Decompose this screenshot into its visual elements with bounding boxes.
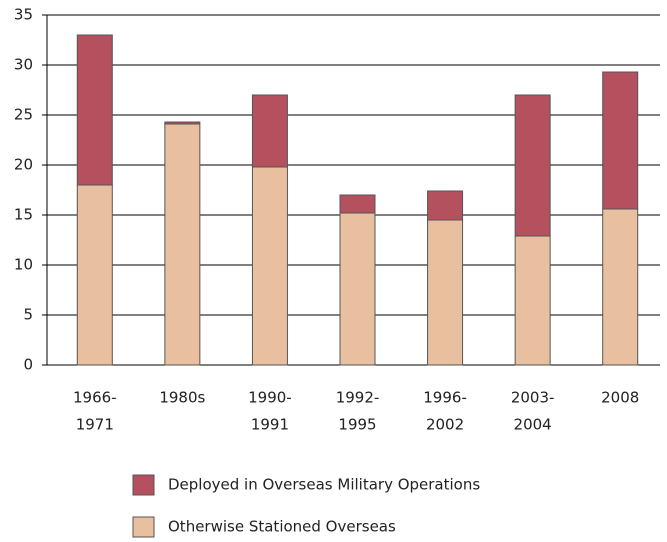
- bar-segment: [339, 212, 376, 366]
- legend-swatch: [132, 474, 155, 496]
- y-tick-label: 5: [23, 306, 33, 324]
- x-tick-label: 1996-: [423, 389, 467, 407]
- y-tick-label: 20: [14, 156, 33, 174]
- x-tick-label: 1992-: [336, 389, 380, 407]
- x-tick-label: 2004: [514, 416, 552, 434]
- x-tick-label: 2003-: [511, 389, 555, 407]
- bar-segment: [602, 71, 639, 210]
- legend-label: Deployed in Overseas Military Operations: [168, 476, 480, 494]
- y-tick-label: 30: [14, 56, 33, 74]
- bar-segment: [164, 123, 201, 366]
- bar-segment: [427, 219, 464, 366]
- y-tick-label: 25: [14, 106, 33, 124]
- bar-segment: [76, 34, 113, 186]
- x-tick-label: 1971: [76, 416, 114, 434]
- bar-segment: [514, 94, 551, 237]
- bar-segment: [339, 194, 376, 214]
- x-tick-label: 1995: [338, 416, 376, 434]
- legend-swatch: [132, 516, 155, 538]
- bar-segment: [251, 94, 288, 168]
- x-tick-label: 1980s: [159, 389, 205, 407]
- y-tick-label: 15: [14, 206, 33, 224]
- x-tick-label: 1966-: [73, 389, 117, 407]
- x-tick-label: 2002: [426, 416, 464, 434]
- x-tick-label: 2008: [601, 389, 639, 407]
- bar-segment: [251, 166, 288, 366]
- bar-segment: [76, 184, 113, 366]
- bar-segment: [602, 208, 639, 366]
- bar-segment: [427, 190, 464, 221]
- x-tick-label: 1990-: [248, 389, 292, 407]
- x-tick-label: 1991: [251, 416, 289, 434]
- y-tick-label: 0: [23, 356, 33, 374]
- bar-segment: [164, 121, 201, 125]
- bar-segment: [514, 235, 551, 366]
- legend-label: Otherwise Stationed Overseas: [168, 518, 396, 536]
- y-tick-label: 10: [14, 256, 33, 274]
- y-tick-label: 35: [14, 6, 33, 24]
